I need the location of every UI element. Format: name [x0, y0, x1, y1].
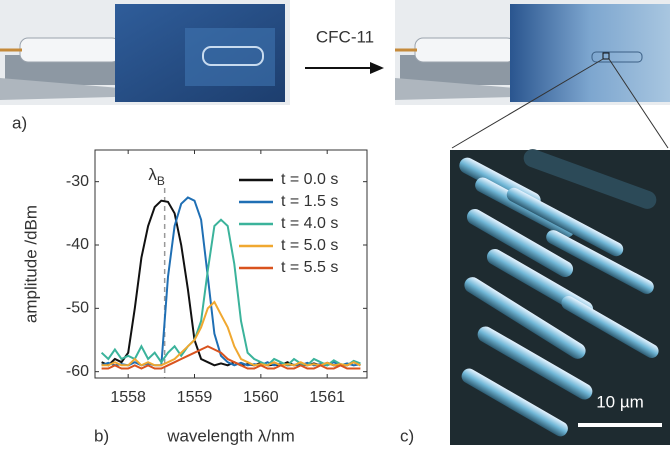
legend-label: t = 5.5 s [281, 259, 338, 276]
y-tick-label: -30 [66, 173, 89, 190]
series-line [101, 300, 361, 367]
legend-label: t = 4.0 s [281, 215, 338, 232]
annotation-symbol: λ [148, 165, 157, 184]
legend-label: t = 5.0 s [281, 237, 338, 254]
zoom-line [608, 58, 669, 149]
panel-label: c) [400, 426, 414, 445]
arrow-label: CFC-11 [316, 27, 374, 46]
photo-after [395, 0, 670, 105]
plot-frame [94, 149, 368, 379]
y-axis-label: amplitude /dBm [21, 205, 40, 323]
x-tick-label: 1559 [177, 389, 213, 406]
x-axis-label: wavelength λ/nm [166, 426, 295, 445]
series-line [100, 218, 361, 367]
y-tick-label: -50 [66, 300, 89, 317]
panel-label: a) [12, 113, 27, 132]
x-tick-label: 1558 [110, 389, 146, 406]
arrow-head [370, 62, 384, 74]
panel-label: b) [94, 426, 109, 445]
chart: -60 -50 -40 -30 1558 1559 1560 1561 wavelength λ… [21, 149, 368, 445]
y-tick-label: -60 [66, 363, 89, 380]
photo-before [0, 0, 290, 105]
series-line [101, 345, 361, 370]
annotation-subscript: B [157, 174, 165, 188]
annotation: λB [148, 165, 165, 188]
zoom-line [451, 58, 604, 149]
legend-label: t = 1.5 s [281, 193, 338, 210]
legend-label: t = 0.0 s [281, 171, 338, 188]
scale-bar-label: 10 µm [596, 392, 644, 411]
x-tick-label: 1560 [243, 389, 279, 406]
y-tick-label: -40 [66, 236, 89, 253]
x-tick-label: 1561 [309, 389, 345, 406]
micrograph: 10 µm [450, 149, 670, 445]
